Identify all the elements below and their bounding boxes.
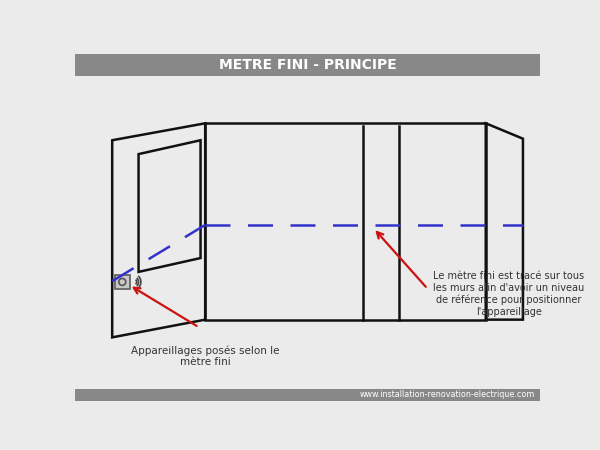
Text: Le mètre fini est tracé sur tous
les murs afin d'avoir un niveau
de référence po: Le mètre fini est tracé sur tous les mur… xyxy=(433,271,584,316)
FancyBboxPatch shape xyxy=(115,274,130,289)
Bar xyxy=(75,54,540,76)
Text: METRE FINI - PRINCIPE: METRE FINI - PRINCIPE xyxy=(218,58,397,72)
Bar xyxy=(75,389,540,400)
Text: Appareillages posés selon le
mètre fini: Appareillages posés selon le mètre fini xyxy=(131,345,280,367)
Text: www.installation-renovation-electrique.com: www.installation-renovation-electrique.c… xyxy=(359,390,535,399)
